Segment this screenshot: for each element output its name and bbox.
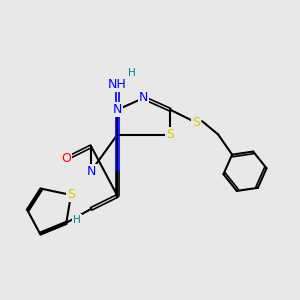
Text: S: S bbox=[67, 188, 75, 201]
Text: N: N bbox=[86, 165, 96, 178]
Text: NH: NH bbox=[108, 78, 127, 92]
Text: H: H bbox=[73, 215, 81, 225]
Text: N: N bbox=[113, 103, 122, 116]
Text: S: S bbox=[166, 128, 174, 141]
Text: H: H bbox=[128, 68, 135, 77]
Text: N: N bbox=[139, 92, 148, 104]
Text: O: O bbox=[61, 152, 71, 165]
Text: S: S bbox=[193, 116, 200, 129]
